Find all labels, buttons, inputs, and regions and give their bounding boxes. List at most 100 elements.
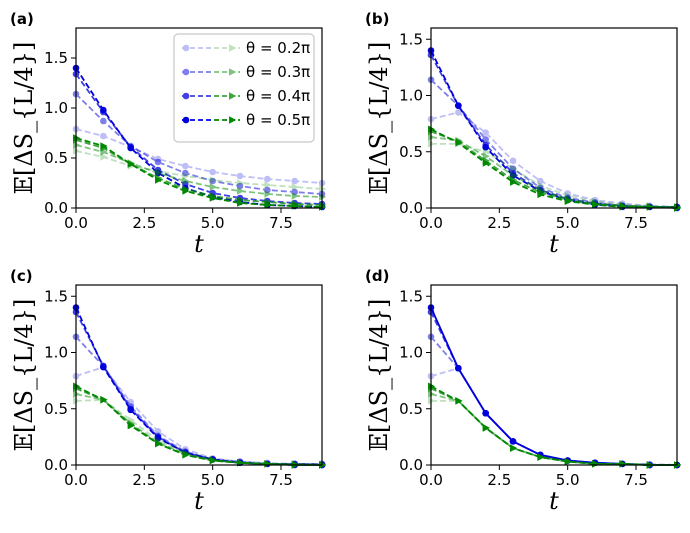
panel-a: (a) 0.0 2.5 5.0 7.5 0.0 0.5 1.0 1.5 t 𝔼[ΔS_{L/4}]: [10, 10, 327, 258]
data-point: [155, 439, 163, 448]
series-blue-1: [72, 333, 326, 468]
data-point: [209, 177, 216, 185]
panel-c: (c) 0.0 2.5 5.0 7.5 0.0 0.5 1.0 1.5 t 𝔼[ΔS_{L/4}]: [10, 267, 327, 515]
data-point: [619, 460, 627, 468]
legend-box: [173, 33, 315, 143]
series-line: [75, 336, 322, 465]
data-point: [319, 203, 327, 211]
x-tick-label: 0.0: [419, 214, 443, 232]
y-tick-label: 0.0: [399, 456, 423, 474]
data-point: [182, 172, 190, 180]
legend-marker-blue: [182, 44, 190, 52]
data-point: [73, 141, 81, 149]
data-point: [619, 203, 627, 211]
series-line: [430, 130, 678, 209]
x-axis-label: t: [549, 230, 559, 258]
data-point: [73, 147, 81, 155]
data-point: [482, 143, 489, 151]
data-point: [592, 200, 600, 209]
legend-marker-green: [229, 44, 237, 52]
data-point: [674, 204, 682, 212]
data-point: [428, 397, 436, 405]
data-point: [236, 182, 244, 190]
x-tick-label: 7.5: [269, 471, 293, 489]
series-green-2: [428, 127, 682, 212]
data-point: [428, 390, 436, 398]
x-tick-label: 0.0: [64, 214, 88, 232]
legend-marker-blue: [182, 116, 190, 124]
series-blue-3: [72, 304, 326, 469]
data-point: [509, 157, 517, 165]
data-point: [264, 175, 271, 183]
data-point: [73, 134, 81, 142]
data-point: [73, 382, 81, 391]
data-point: [182, 451, 190, 459]
data-point: [209, 176, 217, 184]
y-tick-label: 1.5: [44, 49, 68, 67]
y-tick-label: 0.5: [44, 149, 68, 167]
series-line: [430, 128, 678, 209]
data-point: [428, 125, 436, 134]
data-point: [482, 129, 489, 136]
data-point: [455, 102, 462, 109]
y-tick-label: 1.5: [44, 287, 68, 305]
data-point: [264, 190, 272, 198]
panel-label: (d): [365, 267, 389, 285]
y-tick-label: 0.5: [44, 400, 68, 418]
series-line: [431, 142, 678, 208]
series-line: [430, 307, 677, 466]
y-axis-label: 𝔼[ΔS_{L/4}]: [10, 42, 38, 195]
data-point: [237, 187, 245, 195]
data-point: [537, 190, 545, 199]
y-tick-label: 1.5: [399, 287, 423, 305]
data-point: [100, 106, 107, 114]
data-point: [100, 117, 107, 125]
x-tick-label: 7.5: [269, 214, 293, 232]
series-line: [75, 144, 323, 198]
y-tick-label: 0.0: [44, 456, 68, 474]
series-group: [427, 47, 682, 212]
data-point: [127, 406, 134, 414]
series-line: [75, 93, 323, 195]
series-line: [430, 387, 677, 466]
data-point: [428, 382, 436, 391]
data-point: [73, 390, 81, 398]
data-point: [127, 421, 135, 430]
data-point: [455, 397, 463, 405]
y-axis-label: 𝔼[ΔS_{L/4}]: [10, 299, 38, 452]
data-point: [237, 179, 245, 187]
data-point: [592, 460, 600, 468]
x-tick-label: 0.0: [64, 471, 88, 489]
series-group: [427, 304, 682, 469]
panel-label: (a): [10, 10, 34, 28]
series-group: [72, 304, 327, 469]
series-line: [430, 393, 677, 466]
data-point: [291, 177, 298, 185]
data-point: [319, 193, 327, 201]
panel-label: (b): [365, 10, 389, 28]
data-point: [509, 438, 517, 445]
data-point: [209, 168, 216, 176]
legend-entry: [182, 68, 240, 76]
series-line: [430, 336, 677, 466]
x-tick-label: 2.5: [132, 471, 156, 489]
axes-frame: [75, 284, 323, 466]
data-point: [510, 444, 518, 452]
series-green-0: [73, 147, 327, 193]
series-line: [75, 73, 323, 205]
data-point: [100, 142, 108, 150]
data-point: [564, 457, 572, 466]
data-point: [510, 178, 518, 186]
y-tick-label: 0.0: [44, 199, 68, 217]
data-point: [482, 424, 490, 432]
data-point: [564, 197, 572, 206]
axes-frame: [430, 27, 678, 209]
y-tick-label: 1.0: [44, 344, 68, 362]
x-tick-label: 0.0: [419, 471, 443, 489]
data-point: [237, 199, 245, 207]
legend: θ = 0.2π θ = 0.3π θ = 0.4π θ = 0.5π: [173, 33, 315, 143]
data-point: [537, 177, 544, 185]
series-line: [430, 311, 677, 466]
data-point: [264, 181, 272, 189]
legend-marker-blue: [182, 92, 190, 100]
